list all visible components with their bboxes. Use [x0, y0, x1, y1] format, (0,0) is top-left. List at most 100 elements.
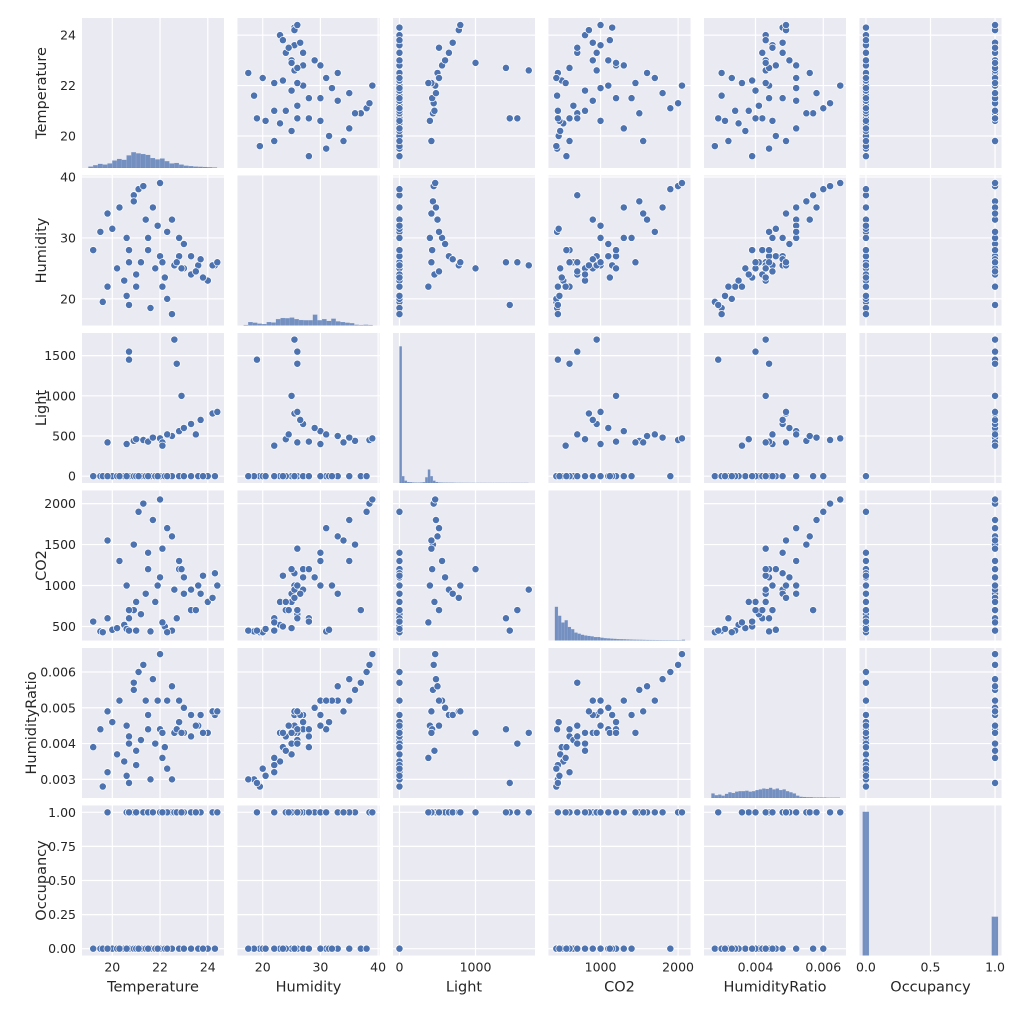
scatter-point	[991, 301, 999, 309]
scatter-point	[792, 203, 801, 212]
x-tick-label: 22	[152, 960, 168, 975]
scatter-point	[187, 419, 196, 428]
scatter-point	[650, 430, 659, 439]
histogram-bar	[183, 165, 189, 168]
scatter-point	[714, 114, 723, 123]
histogram-bar	[711, 793, 715, 798]
scatter-point	[717, 91, 726, 100]
scatter-point	[991, 746, 999, 755]
scatter-point	[678, 808, 686, 817]
scatter-point	[768, 233, 777, 242]
scatter-point	[395, 221, 404, 230]
scatter-point	[991, 524, 999, 533]
scatter-point	[748, 246, 757, 255]
scatter-point	[122, 472, 131, 481]
scatter-point	[299, 573, 308, 582]
panel-background	[393, 648, 535, 798]
scatter-point	[175, 696, 184, 705]
scatter-point	[158, 753, 167, 762]
scatter-point	[565, 768, 574, 777]
scatter-point	[296, 38, 305, 47]
scatter-point	[278, 36, 287, 45]
scatter-point	[125, 732, 133, 741]
scatter-point	[365, 99, 374, 108]
scatter-point	[151, 739, 160, 748]
scatter-point	[432, 89, 440, 98]
scatter-point	[678, 179, 686, 188]
scatter-point	[129, 540, 138, 549]
scatter-point	[639, 808, 648, 817]
scatter-point	[395, 721, 404, 730]
histogram-bar	[724, 793, 729, 798]
scatter-point	[524, 585, 533, 594]
scatter-point	[395, 104, 404, 113]
scatter-point	[778, 472, 787, 481]
scatter-point	[333, 96, 342, 105]
histogram-bar	[340, 321, 346, 326]
histogram-bar	[159, 158, 165, 168]
scatter-point	[573, 191, 582, 200]
scatter-point	[761, 585, 770, 594]
panel-background	[548, 490, 691, 641]
scatter-point	[862, 764, 870, 773]
histogram-bar	[577, 633, 581, 641]
scatter-point	[635, 109, 644, 118]
scatter-point	[187, 732, 196, 741]
scatter-point	[258, 74, 267, 82]
histogram-bar	[345, 322, 350, 326]
x-tick-label: 0.5	[921, 960, 941, 975]
histogram-bar	[207, 167, 213, 168]
scatter-point	[122, 233, 131, 242]
histogram-bar	[574, 632, 578, 641]
scatter-point	[738, 282, 746, 291]
panel-marks	[395, 650, 533, 791]
scatter-point	[141, 215, 150, 224]
scatter-point	[293, 347, 302, 356]
scatter-point	[395, 728, 404, 737]
scatter-point	[435, 808, 443, 817]
scatter-point	[658, 808, 667, 817]
histogram-bar	[427, 469, 431, 483]
scatter-point	[761, 438, 770, 447]
scatter-point	[782, 536, 790, 545]
panel-light-vs-humidityratio	[704, 333, 846, 483]
scatter-point	[187, 585, 196, 594]
histogram-bar	[597, 636, 601, 641]
scatter-point	[678, 434, 686, 443]
scatter-point	[596, 84, 605, 93]
scatter-point	[751, 114, 760, 123]
scatter-point	[768, 430, 777, 439]
scatter-point	[721, 116, 729, 125]
scatter-point	[727, 628, 736, 637]
histogram-bar	[107, 163, 113, 168]
scatter-point	[604, 240, 613, 248]
scatter-point	[345, 124, 354, 133]
scatter-point	[627, 944, 636, 953]
scatter-point	[573, 732, 582, 741]
scatter-point	[179, 944, 188, 953]
panel-humidity-vs-humidity	[237, 175, 380, 326]
scatter-point	[724, 137, 733, 145]
panel-marks	[710, 335, 845, 481]
scatter-point	[761, 571, 770, 580]
panel-humidityratio-vs-humidityratio	[704, 648, 846, 798]
scatter-point	[322, 144, 331, 153]
histogram-bar	[741, 791, 746, 798]
scatter-point	[553, 310, 562, 319]
panel-marks	[395, 808, 533, 953]
scatter-point	[187, 944, 196, 953]
scatter-point	[991, 597, 999, 606]
scatter-point	[792, 124, 801, 133]
scatter-point	[761, 544, 770, 553]
scatter-point	[333, 589, 342, 598]
scatter-point	[325, 718, 334, 727]
scatter-point	[819, 185, 828, 194]
scatter-point	[333, 432, 342, 440]
scatter-point	[287, 126, 296, 135]
scatter-point	[666, 104, 675, 113]
scatter-point	[316, 548, 325, 557]
scatter-point	[310, 56, 319, 65]
scatter-point	[322, 696, 331, 705]
scatter-point	[836, 81, 845, 90]
